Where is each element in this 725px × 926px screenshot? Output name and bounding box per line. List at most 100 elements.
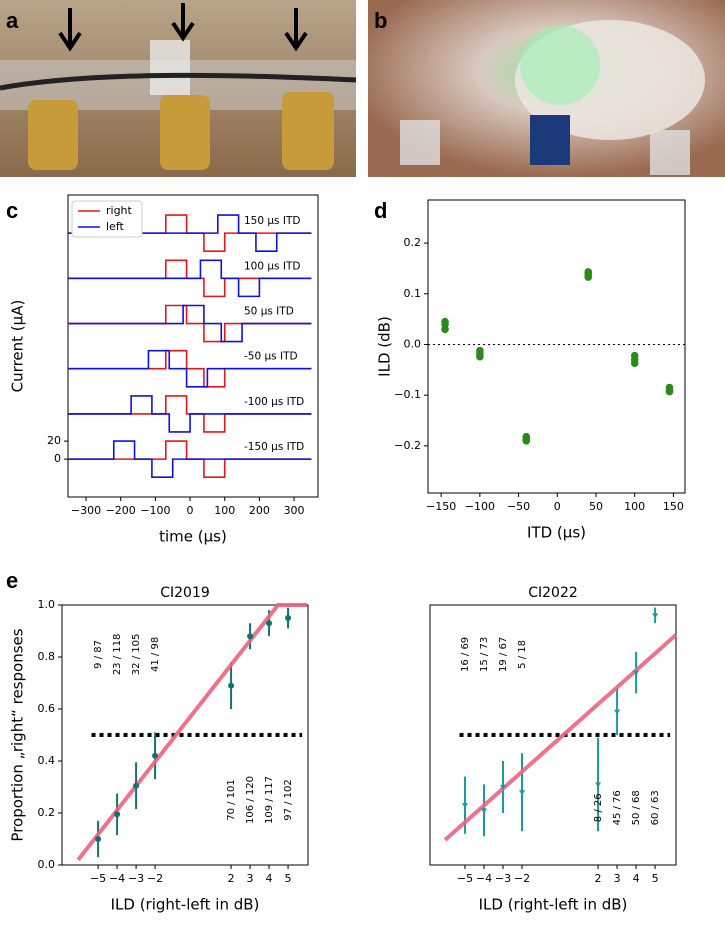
count-label: 19 / 67 <box>498 637 509 672</box>
trace <box>68 259 312 298</box>
x-tick-label: 4 <box>266 872 273 885</box>
x-tick-label: 150 <box>663 500 684 513</box>
x-axis-label: ILD (right-left in dB) <box>479 896 628 914</box>
count-label: 15 / 73 <box>479 637 490 672</box>
y-tick-label: 0.0 <box>38 858 56 871</box>
x-tick-label: 100 <box>214 504 235 517</box>
trace <box>68 304 312 343</box>
row-label: -150 µs ITD <box>244 441 304 453</box>
marker <box>500 785 507 790</box>
count-label: 106 / 120 <box>245 776 256 824</box>
marker <box>480 808 487 814</box>
fit-line <box>443 633 678 842</box>
marker <box>461 803 468 809</box>
x-tick-label: 0 <box>554 500 561 513</box>
x-tick-label: −5 <box>90 872 106 885</box>
count-label: 16 / 69 <box>460 637 471 672</box>
x-tick-label: −3 <box>495 872 511 885</box>
marker <box>633 670 640 676</box>
x-axis-label: ILD (right-left in dB) <box>111 896 260 914</box>
x-tick-label: −300 <box>71 504 101 517</box>
panel-label: d <box>374 198 387 223</box>
marker <box>133 782 140 789</box>
x-tick-label: 300 <box>284 504 305 517</box>
x-tick-label: −100 <box>465 500 495 513</box>
panel-label: a <box>6 8 19 33</box>
x-tick-label: 100 <box>624 500 645 513</box>
count-label: 70 / 101 <box>226 779 237 821</box>
marker <box>519 790 526 796</box>
count-label: 41 / 98 <box>150 637 161 672</box>
x-tick-label: 2 <box>595 872 602 885</box>
x-tick-label: −2 <box>147 872 163 885</box>
y-tick-label: 0.1 <box>404 287 422 300</box>
y-tick-label: 0.6 <box>38 702 56 715</box>
marker <box>652 613 659 619</box>
x-tick-label: 200 <box>249 504 270 517</box>
count-label: 109 / 117 <box>264 776 275 824</box>
panel-label: e <box>6 568 18 593</box>
trace <box>68 349 312 388</box>
y-axis-label: ILD (dB) <box>376 316 394 377</box>
y-tick-label: 0.2 <box>404 236 422 249</box>
row-label: -50 µs ITD <box>244 351 298 363</box>
x-tick-label: −4 <box>109 872 125 885</box>
count-label: 97 / 102 <box>283 779 294 821</box>
x-tick-label: 4 <box>633 872 640 885</box>
x-tick-label: −100 <box>140 504 170 517</box>
trace <box>68 440 312 478</box>
y-tick-label: −0.2 <box>394 439 421 452</box>
y-axis-label: Proportion „right“ responses <box>9 628 27 841</box>
row-label: 100 µs ITD <box>244 260 300 272</box>
point <box>476 352 484 361</box>
count-label: 32 / 105 <box>131 634 142 676</box>
y-tick-label: 0.2 <box>38 806 56 819</box>
x-tick-label: 50 <box>589 500 603 513</box>
x-axis-label: time (µs) <box>159 528 227 546</box>
y-axis-label: Current (µA) <box>9 300 27 393</box>
marker <box>285 615 292 621</box>
x-tick-label: 2 <box>228 872 235 885</box>
x-tick-label: −5 <box>457 872 473 885</box>
photo-a <box>0 0 357 177</box>
x-tick-label: −150 <box>426 500 456 513</box>
y-tick-label: 0 <box>54 452 61 465</box>
count-label: 8 / 26 <box>593 793 604 822</box>
point <box>630 359 639 368</box>
point <box>584 273 593 281</box>
count-label: 23 / 118 <box>112 634 123 676</box>
marker <box>114 811 121 818</box>
marker <box>266 620 273 627</box>
legend-box <box>71 200 143 238</box>
x-tick-label: 3 <box>247 872 254 885</box>
panel-label: b <box>374 8 387 33</box>
plot-frame <box>61 604 309 866</box>
x-tick-label: 3 <box>614 872 621 885</box>
legend-label: left <box>106 220 125 233</box>
y-tick-label: 1.0 <box>38 598 56 611</box>
x-tick-label: 0 <box>187 504 194 517</box>
marker <box>595 782 602 788</box>
point <box>665 387 674 396</box>
x-tick-label: −4 <box>476 872 492 885</box>
point <box>522 436 531 445</box>
marker <box>228 682 235 689</box>
trace <box>68 395 312 433</box>
trace <box>68 349 312 388</box>
row-label: -100 µs ITD <box>244 396 304 408</box>
x-tick-label: −3 <box>128 872 144 885</box>
panel-label: c <box>6 198 18 223</box>
count-label: 60 / 63 <box>650 790 661 825</box>
row-label: 150 µs ITD <box>244 215 300 227</box>
legend-label: right <box>106 204 133 217</box>
trace <box>68 304 312 343</box>
y-tick-label: 0.4 <box>38 754 56 767</box>
count-label: 50 / 68 <box>631 790 642 825</box>
marker <box>614 709 621 715</box>
x-tick-label: −50 <box>507 500 530 513</box>
marker <box>152 752 159 759</box>
marker <box>247 633 254 640</box>
y-tick-label: −0.1 <box>394 388 421 401</box>
point <box>441 325 449 334</box>
